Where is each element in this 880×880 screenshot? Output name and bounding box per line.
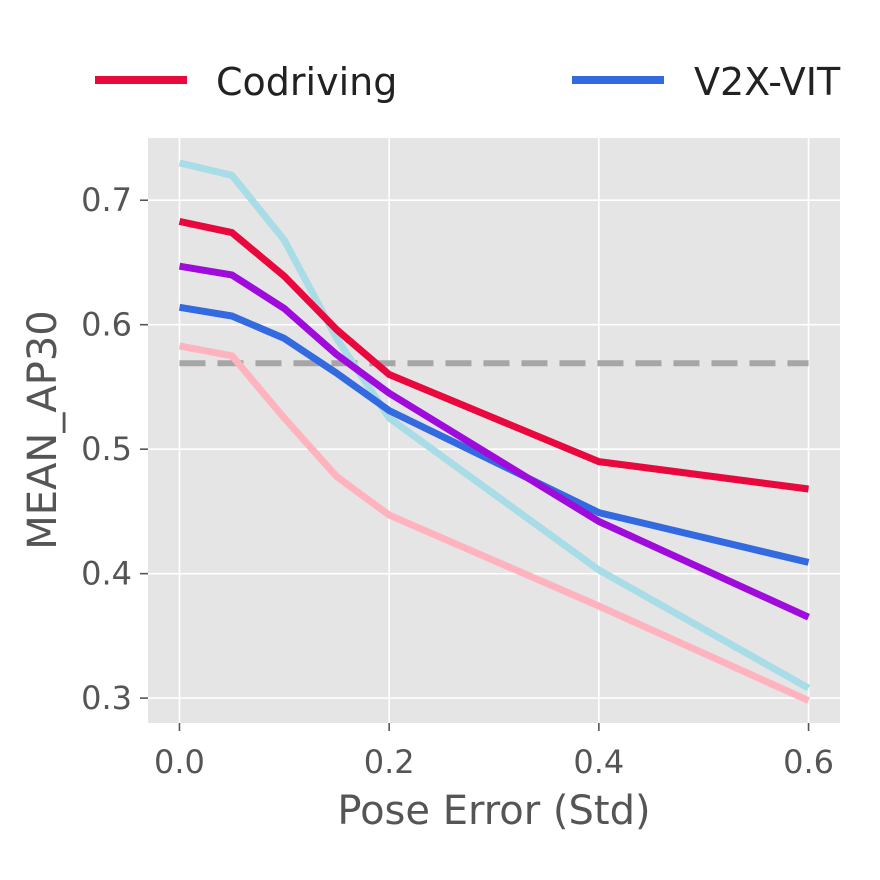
series-line-v2x-vit [178,303,810,566]
series-line-codriving [178,217,809,493]
x-tick-label: 0.4 [573,743,624,781]
series-line-light-blue-series [178,159,811,692]
x-tick-label: 0.2 [364,743,415,781]
grid [148,138,840,723]
y-tick-label: 0.3 [81,679,132,717]
series-line-pink-series [178,342,810,704]
series-layer [178,159,811,704]
y-tick-label: 0.4 [81,555,132,593]
ticks: 0.0 0.2 0.4 0.6 0.3 0.4 0.5 0.6 0.7 [81,181,834,781]
y-tick-label: 0.7 [81,181,132,219]
legend: Codriving V2X-VIT [95,60,841,104]
x-tick-label: 0.0 [154,743,205,781]
series-line-purple-series [178,262,810,621]
legend-label-codriving: Codriving [216,60,397,104]
y-axis-title: MEAN_AP30 [20,310,66,549]
x-axis-title: Pose Error (Std) [337,788,650,834]
x-tick-label: 0.6 [783,743,834,781]
y-tick-label: 0.6 [81,306,132,344]
legend-label-v2x-vit: V2X-VIT [694,60,841,104]
plot-background [148,138,840,723]
y-tick-label: 0.5 [81,430,132,468]
